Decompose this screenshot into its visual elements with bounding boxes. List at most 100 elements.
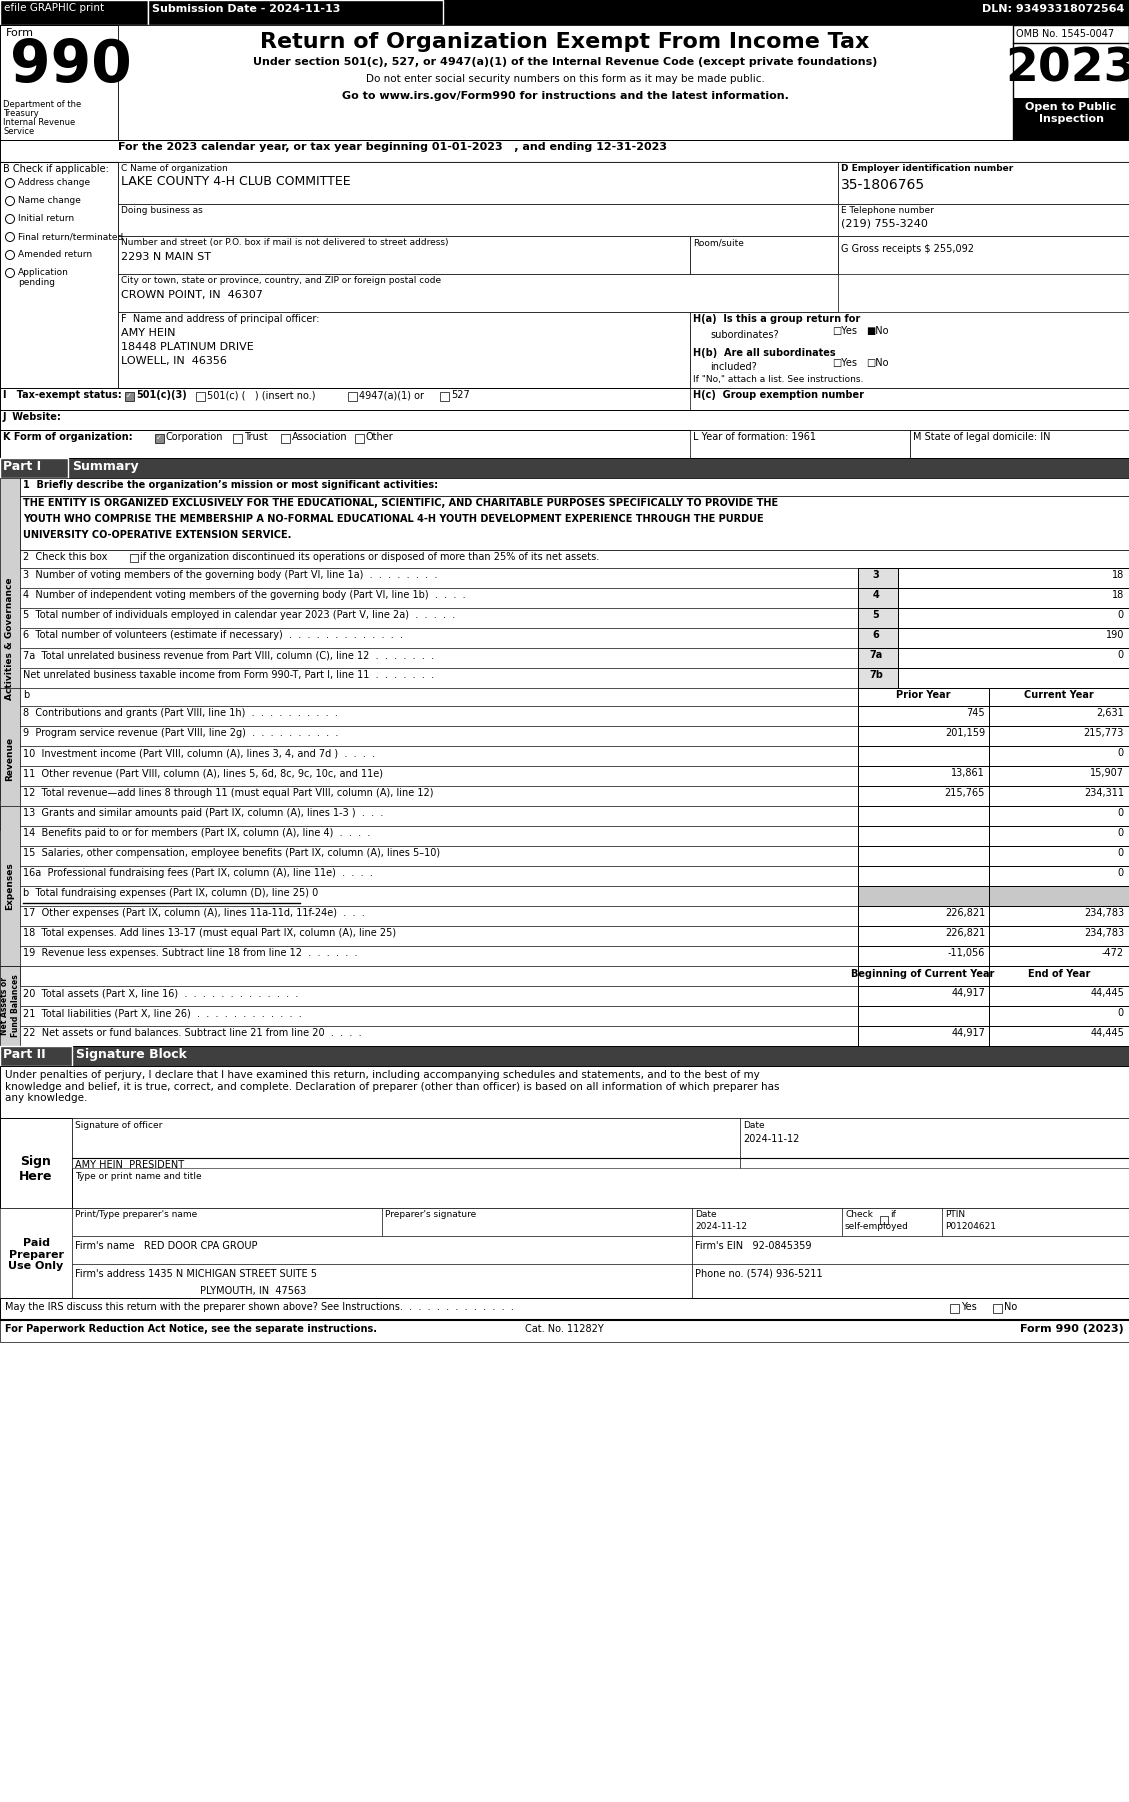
Bar [0,431,1129,458]
Bar [989,986,1129,1006]
Text: Summary: Summary [72,460,139,472]
Text: 234,311: 234,311 [1084,787,1124,798]
Bar [0,1207,72,1297]
Bar [20,887,858,906]
Text: I   Tax-exempt status:: I Tax-exempt status: [3,389,122,400]
Text: 8  Contributions and grants (Part VIII, line 1h)  .  .  .  .  .  .  .  .  .  .: 8 Contributions and grants (Part VIII, l… [23,708,338,717]
Bar [119,204,838,236]
Bar [858,887,989,906]
Text: Date: Date [695,1209,717,1218]
Bar [20,629,858,649]
Bar [898,649,1129,669]
Text: 527: 527 [450,389,470,400]
Bar [0,1297,1129,1321]
Bar [858,587,898,607]
Text: 226,821: 226,821 [945,928,984,939]
Bar [440,393,449,402]
Text: -11,056: -11,056 [947,948,984,959]
Text: Print/Type preparer's name: Print/Type preparer's name [75,1209,198,1218]
Bar [0,1045,1129,1067]
Text: efile GRAPHIC print: efile GRAPHIC print [5,4,104,13]
Text: YOUTH WHO COMPRISE THE MEMBERSHIP A NO-FORMAL EDUCATIONAL 4-H YOUTH DEVELOPMENT : YOUTH WHO COMPRISE THE MEMBERSHIP A NO-F… [23,514,763,524]
Text: 21  Total liabilities (Part X, line 26)  .  .  .  .  .  .  .  .  .  .  .  .: 21 Total liabilities (Part X, line 26) .… [23,1007,301,1018]
Bar [858,766,989,786]
Bar [989,805,1129,825]
Text: B Check if applicable:: B Check if applicable: [3,164,108,175]
Text: J  Website:: J Website: [3,413,62,422]
Bar [989,726,1129,746]
Text: 20  Total assets (Part X, line 16)  .  .  .  .  .  .  .  .  .  .  .  .  .: 20 Total assets (Part X, line 16) . . . … [23,987,298,998]
Bar [20,906,858,926]
Text: UNIVERSITY CO-OPERATIVE EXTENSION SERVICE.: UNIVERSITY CO-OPERATIVE EXTENSION SERVIC… [23,530,291,541]
Bar [0,1117,1129,1207]
Text: 18: 18 [1112,569,1124,580]
Text: Doing business as: Doing business as [121,205,203,214]
Bar [0,162,1129,460]
Bar [355,434,364,443]
Bar [858,786,989,805]
Text: Other: Other [366,432,394,441]
Bar [20,607,858,629]
Text: 0: 0 [1118,1007,1124,1018]
Text: 745: 745 [966,708,984,717]
Bar [0,1045,72,1067]
Text: No: No [1004,1303,1017,1312]
Text: 7b: 7b [869,670,883,679]
Text: Do not enter social security numbers on this form as it may be made public.: Do not enter social security numbers on … [366,74,764,85]
Text: 18  Total expenses. Add lines 13-17 (must equal Part IX, column (A), line 25): 18 Total expenses. Add lines 13-17 (must… [23,928,396,939]
Text: Current Year: Current Year [1024,690,1094,699]
Bar [838,162,1129,204]
Bar [0,411,1129,431]
Bar [20,478,1129,496]
Text: Signature of officer: Signature of officer [75,1121,163,1130]
Text: Return of Organization Exempt From Income Tax: Return of Organization Exempt From Incom… [261,32,869,52]
Text: H(a)  Is this a group return for: H(a) Is this a group return for [693,314,860,324]
Text: 14  Benefits paid to or for members (Part IX, column (A), line 4)  .  .  .  .: 14 Benefits paid to or for members (Part… [23,827,370,838]
Bar [1013,97,1129,141]
Text: Open to Public
Inspection: Open to Public Inspection [1025,103,1117,124]
Bar [20,946,858,966]
Bar [72,1263,692,1297]
Text: AMY HEIN  PRESIDENT: AMY HEIN PRESIDENT [75,1160,184,1169]
Bar [0,478,20,800]
Text: ■No: ■No [866,326,889,335]
Text: self-employed: self-employed [844,1222,909,1231]
Text: P01204621: P01204621 [945,1222,996,1231]
Text: 2293 N MAIN ST: 2293 N MAIN ST [121,252,211,261]
Text: 19  Revenue less expenses. Subtract line 18 from line 12  .  .  .  .  .  .: 19 Revenue less expenses. Subtract line … [23,948,358,959]
Text: 4: 4 [873,589,879,600]
Bar [898,587,1129,607]
Text: 215,773: 215,773 [1084,728,1124,739]
Text: 234,783: 234,783 [1084,928,1124,939]
Bar [0,25,119,141]
Text: 0: 0 [1118,869,1124,878]
Text: Expenses: Expenses [6,861,15,910]
Text: Paid
Preparer
Use Only: Paid Preparer Use Only [8,1238,63,1270]
Text: 44,917: 44,917 [951,1027,984,1038]
Text: 0: 0 [1118,807,1124,818]
Bar [989,1006,1129,1025]
Text: 18: 18 [1112,589,1124,600]
Text: 7a  Total unrelated business revenue from Part VIII, column (C), line 12  .  .  : 7a Total unrelated business revenue from… [23,651,435,660]
Text: 13  Grants and similar amounts paid (Part IX, column (A), lines 1-3 )  .  .  .: 13 Grants and similar amounts paid (Part… [23,807,384,818]
Text: 501(c)(3): 501(c)(3) [135,389,186,400]
Bar [858,867,989,887]
Bar [858,845,989,867]
Text: 2,631: 2,631 [1096,708,1124,717]
Text: Net Assets or
Fund Balances: Net Assets or Fund Balances [0,975,19,1038]
Bar [196,393,205,402]
Bar [0,1067,1129,1117]
Bar [858,706,989,726]
Text: F  Name and address of principal officer:: F Name and address of principal officer: [121,314,320,324]
Text: 0: 0 [1118,827,1124,838]
Bar [989,766,1129,786]
Text: For the 2023 calendar year, or tax year beginning 01-01-2023   , and ending 12-3: For the 2023 calendar year, or tax year … [119,142,667,151]
Text: Date: Date [743,1121,764,1130]
Bar [20,706,858,726]
Text: 10  Investment income (Part VIII, column (A), lines 3, 4, and 7d )  .  .  .  .: 10 Investment income (Part VIII, column … [23,748,375,759]
Bar [692,1236,1129,1263]
Text: PLYMOUTH, IN  47563: PLYMOUTH, IN 47563 [200,1287,306,1296]
Bar [0,1117,72,1207]
Text: Sign
Here: Sign Here [19,1155,53,1182]
Text: DLN: 93493318072564: DLN: 93493318072564 [981,4,1124,14]
